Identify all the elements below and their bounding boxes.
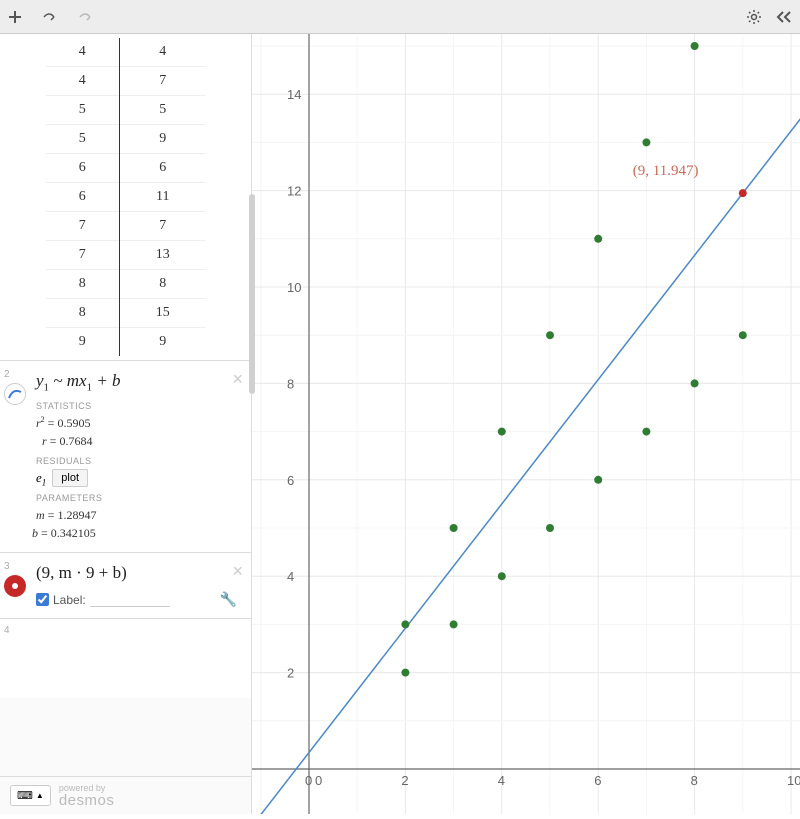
data-table-panel: 4447555966611777138881599 xyxy=(0,34,251,360)
label-text: Label: xyxy=(53,593,86,607)
settings-button[interactable] xyxy=(746,9,762,25)
svg-text:4: 4 xyxy=(498,773,505,788)
sidebar-footer: ⌨ ▲ powered by desmos xyxy=(0,776,252,814)
sidebar: 4447555966611777138881599 2 × y1 ~ mx1 +… xyxy=(0,34,252,814)
param-m: m = 1.28947 xyxy=(36,506,237,524)
svg-text:6: 6 xyxy=(287,473,294,488)
point-expression[interactable]: 3 × (9, m · 9 + b) Label: 🔧 xyxy=(0,552,251,618)
label-checkbox[interactable] xyxy=(36,593,49,606)
svg-text:14: 14 xyxy=(287,87,301,102)
svg-text:(9, 11.947): (9, 11.947) xyxy=(633,163,699,179)
label-row: Label: 🔧 xyxy=(36,591,237,608)
row-index: 3 xyxy=(4,561,10,572)
table-row[interactable]: 88 xyxy=(46,270,206,299)
svg-text:10: 10 xyxy=(787,773,800,788)
close-icon[interactable]: × xyxy=(232,369,243,390)
collapse-button[interactable] xyxy=(776,10,792,24)
table-row[interactable]: 815 xyxy=(46,299,206,328)
regression-expression[interactable]: 2 × y1 ~ mx1 + b STATISTICS r2 = 0.5905 … xyxy=(0,360,251,552)
desmos-logo: powered by desmos xyxy=(59,784,115,808)
table-row[interactable]: 77 xyxy=(46,212,206,241)
point-icon[interactable] xyxy=(4,575,26,597)
residuals-row: e1 plot xyxy=(36,469,237,487)
svg-text:2: 2 xyxy=(401,773,408,788)
keyboard-button[interactable]: ⌨ ▲ xyxy=(10,785,51,806)
undo-button[interactable] xyxy=(40,11,58,23)
residuals-var: e1 xyxy=(36,470,46,488)
r-squared-line: r2 = 0.5905 xyxy=(36,414,237,432)
residuals-label: RESIDUALS xyxy=(36,456,237,466)
svg-text:6: 6 xyxy=(594,773,601,788)
svg-text:4: 4 xyxy=(287,569,294,584)
redo-button[interactable] xyxy=(76,11,94,23)
table-row[interactable]: 47 xyxy=(46,67,206,96)
table-row[interactable]: 59 xyxy=(46,125,206,154)
label-input[interactable] xyxy=(90,593,170,607)
table-row[interactable]: 713 xyxy=(46,241,206,270)
add-button[interactable] xyxy=(8,10,22,24)
sidebar-scrollbar[interactable] xyxy=(249,194,255,394)
graph-area[interactable]: 0246810246810121416180(9, 11.947) xyxy=(252,34,800,814)
point-formula: (9, m · 9 + b) xyxy=(36,563,237,583)
empty-expression-row[interactable]: 4 xyxy=(0,618,251,698)
svg-text:2: 2 xyxy=(287,666,294,681)
chart-svg: 0246810246810121416180(9, 11.947) xyxy=(252,34,800,814)
table-row[interactable]: 611 xyxy=(46,183,206,212)
svg-text:8: 8 xyxy=(287,376,294,391)
toolbar xyxy=(0,0,800,34)
table-row[interactable]: 44 xyxy=(46,38,206,67)
param-b: b = 0.342105 xyxy=(32,524,237,542)
table-row[interactable]: 66 xyxy=(46,154,206,183)
svg-text:12: 12 xyxy=(287,184,301,199)
row-index: 4 xyxy=(4,625,10,636)
statistics-label: STATISTICS xyxy=(36,401,237,411)
regression-formula: y1 ~ mx1 + b xyxy=(36,371,237,393)
row-index: 2 xyxy=(4,369,10,380)
svg-text:0: 0 xyxy=(305,773,312,788)
regression-icon[interactable] xyxy=(4,383,26,405)
r-line: r = 0.7684 xyxy=(42,432,237,450)
wrench-icon[interactable]: 🔧 xyxy=(220,591,237,608)
close-icon[interactable]: × xyxy=(232,561,243,582)
svg-text:0: 0 xyxy=(315,773,322,788)
svg-text:8: 8 xyxy=(691,773,698,788)
plot-button[interactable]: plot xyxy=(52,469,88,487)
data-table[interactable]: 4447555966611777138881599 xyxy=(46,38,206,356)
table-row[interactable]: 99 xyxy=(46,328,206,357)
svg-text:10: 10 xyxy=(287,280,301,295)
parameters-label: PARAMETERS xyxy=(36,493,237,503)
table-row[interactable]: 55 xyxy=(46,96,206,125)
